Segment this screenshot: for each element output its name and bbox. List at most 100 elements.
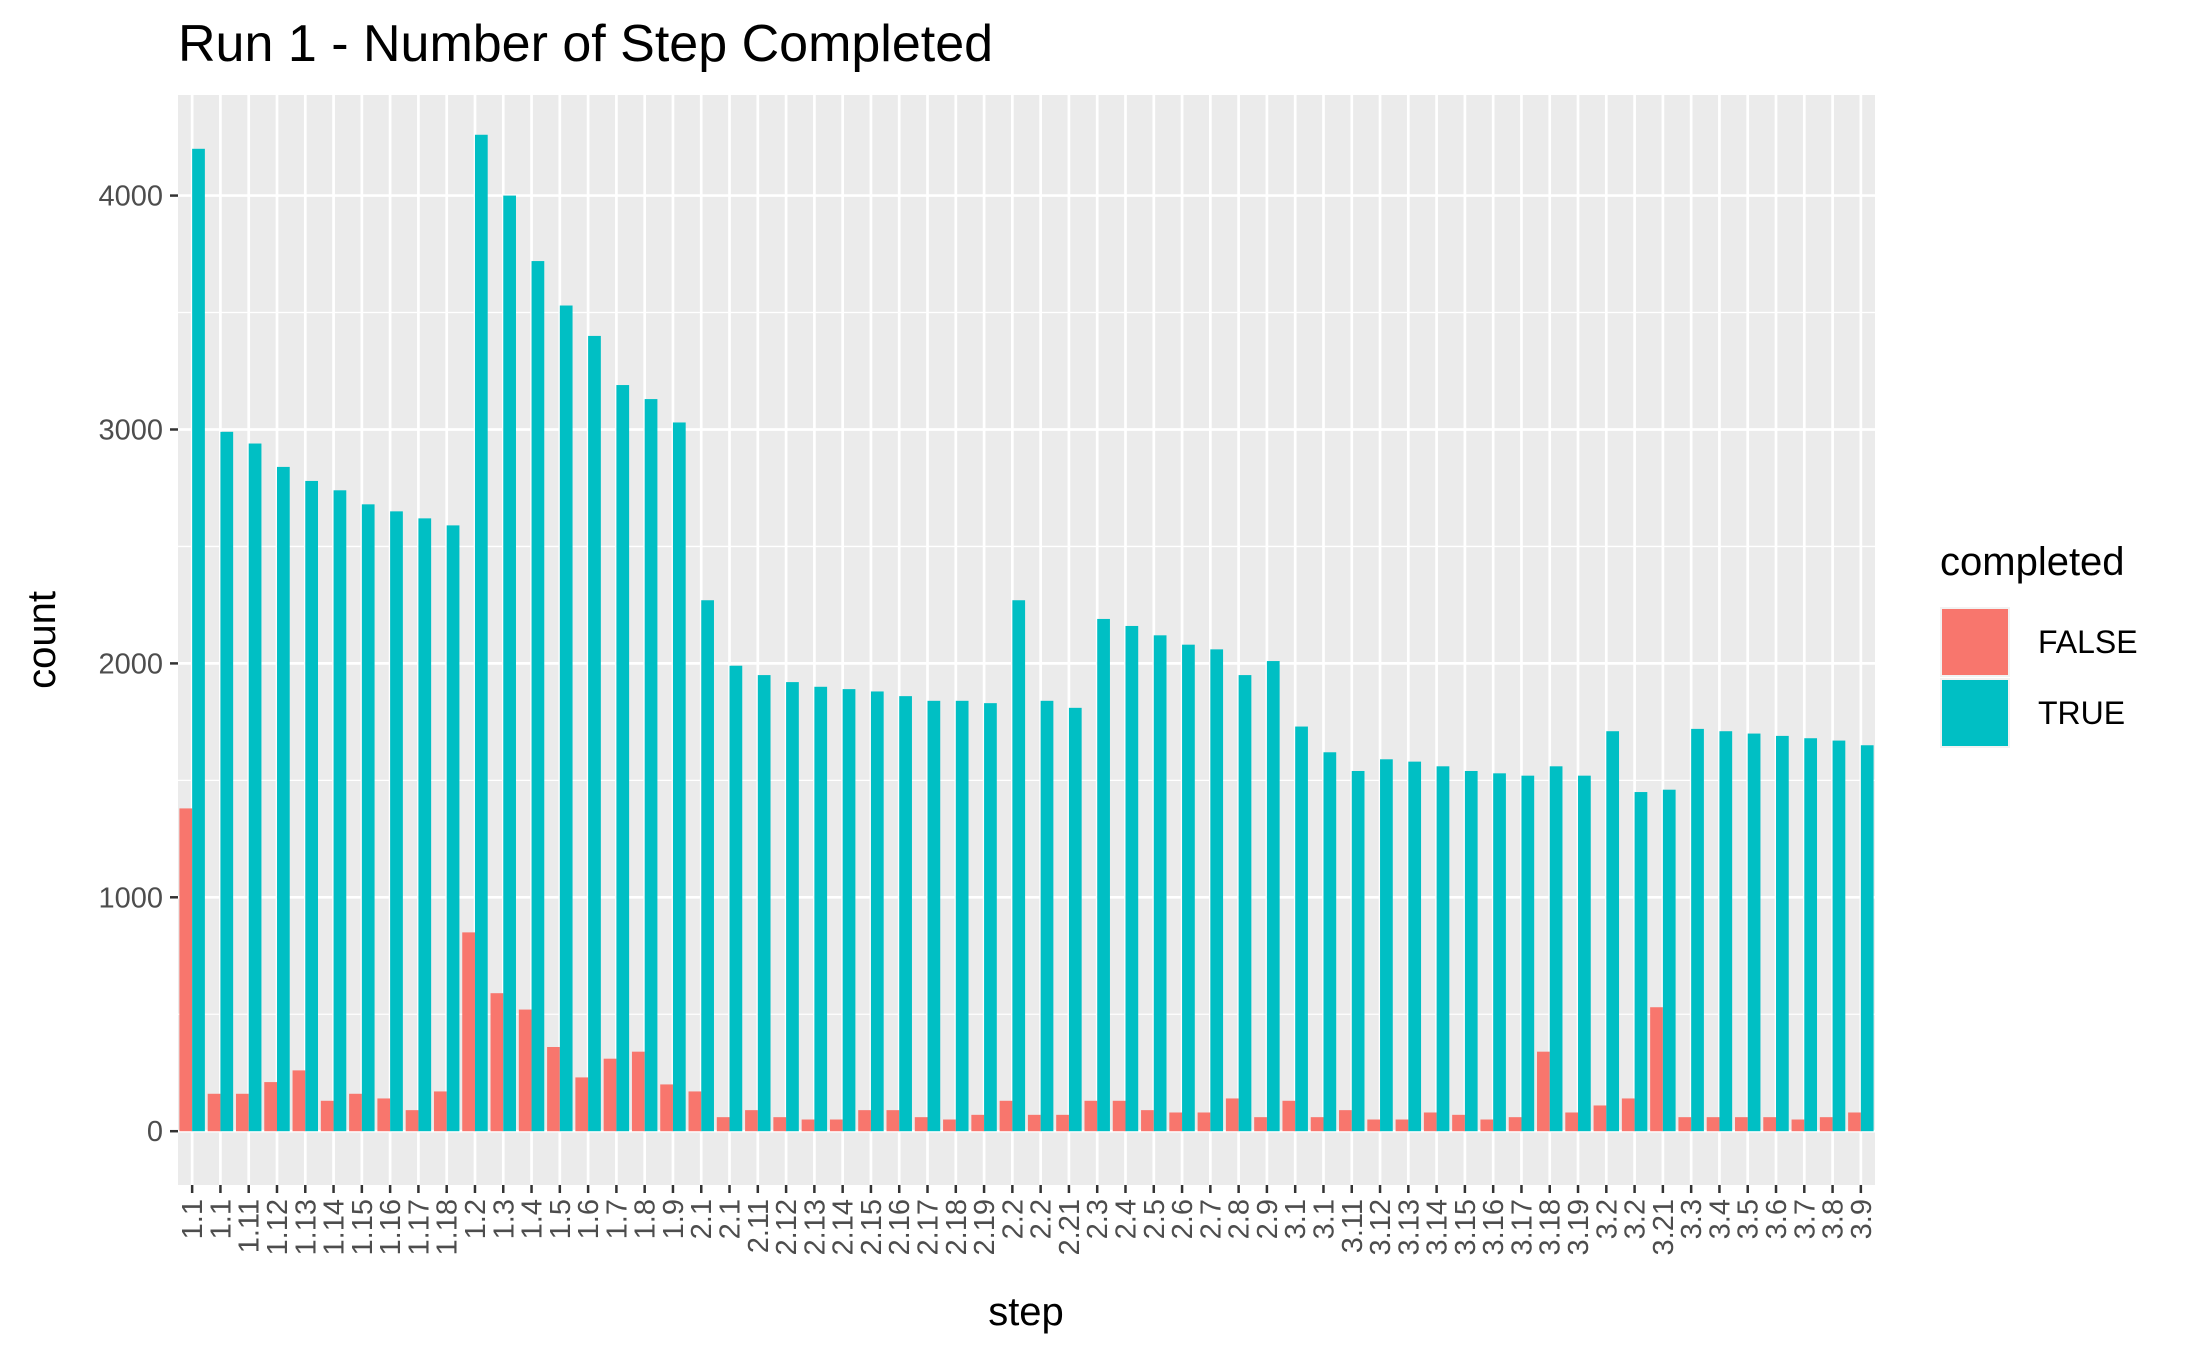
- x-tick-label: 3.2: [1620, 1199, 1652, 1239]
- x-tick-label: 3.6: [1761, 1199, 1793, 1239]
- y-tick-label: 1000: [98, 882, 163, 914]
- bar-false: [801, 1119, 815, 1132]
- bar-false: [631, 1051, 645, 1132]
- bar-true: [305, 480, 319, 1132]
- x-tick-label: 3.11: [1337, 1199, 1369, 1253]
- bar-false: [1763, 1117, 1777, 1132]
- bar-false: [433, 1091, 447, 1132]
- bar-false: [1565, 1112, 1579, 1132]
- y-tick-label: 2000: [98, 648, 163, 680]
- x-tick-label: 2.13: [799, 1199, 831, 1255]
- bar-false: [1282, 1100, 1296, 1132]
- x-tick-label: 3.13: [1393, 1199, 1425, 1255]
- bar-false: [1593, 1105, 1607, 1132]
- bar-true: [1634, 792, 1648, 1132]
- bar-true: [1182, 644, 1195, 1132]
- x-tick-label: 2.2: [997, 1199, 1029, 1239]
- bar-false: [1621, 1098, 1635, 1132]
- x-tick-label: 2.7: [1195, 1199, 1227, 1239]
- bar-false: [603, 1058, 617, 1132]
- x-tick-label: 1.1: [177, 1199, 209, 1239]
- x-tick-label: 2.1: [715, 1199, 747, 1239]
- bar-true: [1691, 728, 1704, 1132]
- bar-true: [588, 335, 601, 1132]
- legend: completed FALSE TRUE: [1940, 540, 2138, 748]
- bar-false: [1141, 1110, 1154, 1132]
- x-tick-label: 3.3: [1676, 1199, 1708, 1239]
- bar-true: [1832, 740, 1846, 1132]
- bar-false: [1197, 1112, 1211, 1132]
- x-tick-label: 3.12: [1365, 1199, 1397, 1255]
- bar-false: [235, 1093, 249, 1132]
- bar-false: [886, 1110, 900, 1132]
- bar-true: [1012, 600, 1026, 1132]
- legend-label-false: FALSE: [2038, 624, 2138, 660]
- bar-false: [1537, 1051, 1550, 1132]
- x-tick-label: 2.16: [884, 1199, 916, 1255]
- x-tick-label: 2.4: [1110, 1199, 1142, 1239]
- bar-true: [757, 675, 771, 1132]
- bar-true: [842, 689, 856, 1132]
- x-tick-label: 2.8: [1224, 1199, 1256, 1239]
- bar-true: [361, 504, 375, 1132]
- bar-false: [320, 1100, 334, 1132]
- chart-title: Run 1 - Number of Step Completed: [178, 15, 993, 73]
- legend-label-true: TRUE: [2038, 695, 2125, 731]
- bar-true: [984, 703, 997, 1132]
- x-tick-label: 3.16: [1478, 1199, 1510, 1255]
- x-tick-label: 1.13: [290, 1199, 322, 1255]
- bar-true: [786, 682, 799, 1132]
- bar-false: [1056, 1114, 1069, 1132]
- x-tick-label: 3.17: [1506, 1199, 1538, 1255]
- x-tick-label: 2.17: [913, 1199, 945, 1255]
- bar-true: [1662, 789, 1676, 1132]
- bar-true: [474, 134, 488, 1132]
- bar-true: [220, 431, 234, 1132]
- bars: [179, 134, 1874, 1132]
- bar-true: [1776, 735, 1789, 1132]
- bar-true: [418, 518, 432, 1132]
- bar-false: [716, 1117, 730, 1132]
- x-tick-label: 1.14: [319, 1199, 351, 1255]
- x-tick-label: 2.9: [1252, 1199, 1284, 1239]
- bar-true: [1578, 775, 1591, 1132]
- bar-false: [179, 808, 193, 1132]
- x-tick-label: 3.21: [1648, 1199, 1680, 1255]
- x-tick-label: 1.7: [601, 1199, 633, 1239]
- bar-false: [575, 1077, 589, 1132]
- x-tick-label: 1.12: [262, 1199, 294, 1255]
- y-tick-label: 4000: [98, 181, 163, 213]
- bar-false: [1848, 1112, 1861, 1132]
- bar-false: [264, 1082, 277, 1132]
- y-axis-title: count: [20, 591, 64, 689]
- bar-false: [1678, 1117, 1692, 1132]
- x-tick-label: 3.15: [1450, 1199, 1482, 1255]
- y-tick-label: 0: [147, 1116, 163, 1148]
- legend-key-false: [1942, 609, 2008, 675]
- bar-false: [745, 1110, 758, 1132]
- x-tick-label: 3.19: [1563, 1199, 1595, 1255]
- bar-false: [660, 1084, 673, 1132]
- legend-title: completed: [1940, 540, 2125, 584]
- bar-true: [1153, 635, 1167, 1132]
- bar-false: [518, 1009, 532, 1132]
- bar-true: [1097, 618, 1110, 1132]
- bar-true: [559, 305, 573, 1132]
- bar-true: [1436, 766, 1450, 1132]
- bar-true: [1493, 773, 1506, 1132]
- x-tick-label: 1.17: [403, 1199, 435, 1255]
- x-tick-label: 1.5: [545, 1199, 577, 1239]
- bar-true: [333, 490, 347, 1132]
- bar-false: [1112, 1100, 1126, 1132]
- minor-gridlines: [178, 311, 1875, 1015]
- bar-false: [1027, 1114, 1041, 1132]
- bar-true: [1804, 738, 1818, 1132]
- bar-false: [1169, 1112, 1183, 1132]
- bar-false: [773, 1117, 787, 1132]
- bar-false: [1791, 1119, 1805, 1132]
- bar-true: [1549, 766, 1563, 1132]
- bar-true: [1323, 752, 1337, 1132]
- bar-false: [1367, 1119, 1381, 1132]
- bar-true: [531, 261, 545, 1132]
- bar-false: [829, 1119, 843, 1132]
